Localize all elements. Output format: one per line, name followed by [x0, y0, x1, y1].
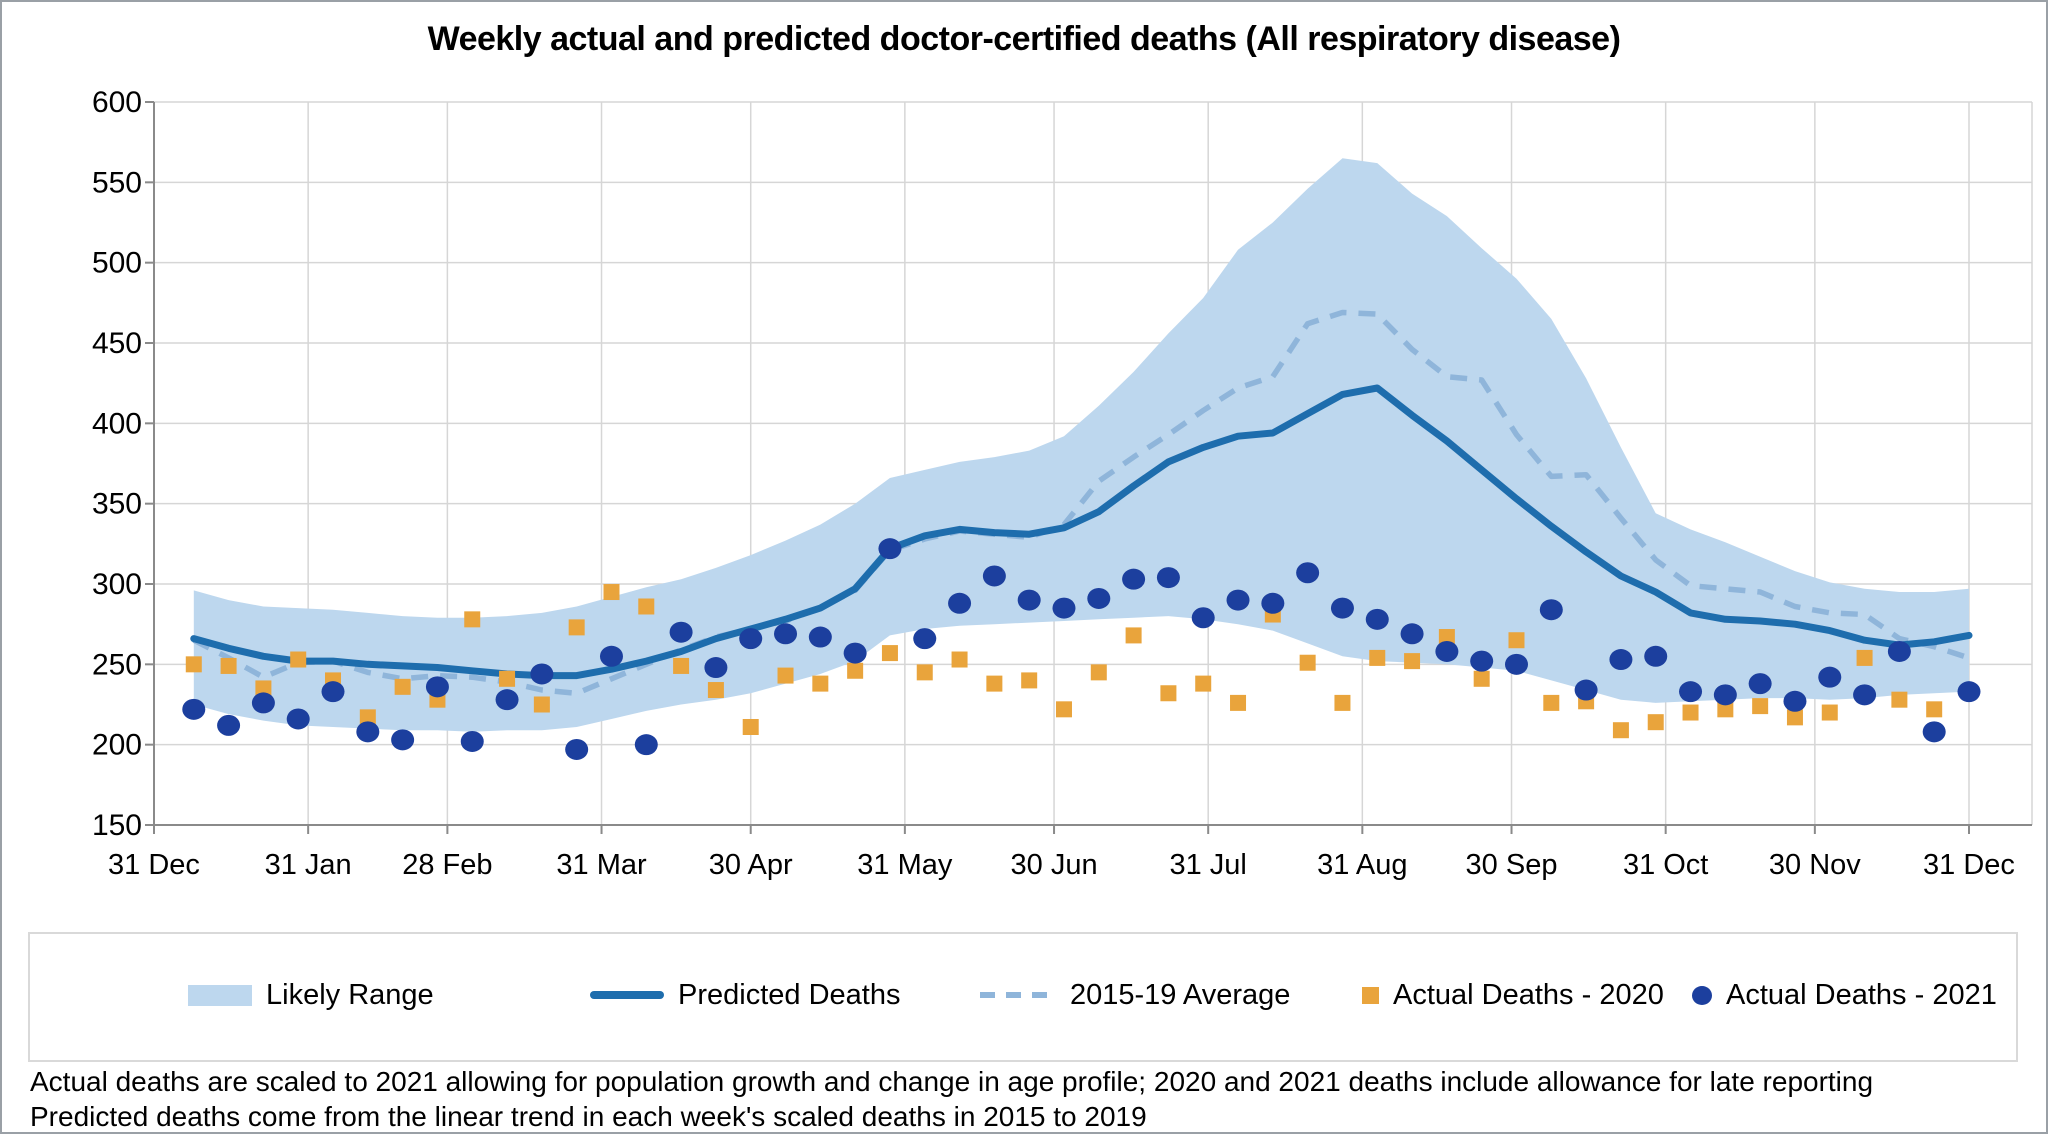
svg-text:31 Dec: 31 Dec: [108, 849, 200, 881]
circle-marker-swatch-icon: [1692, 985, 1712, 1005]
svg-text:250: 250: [92, 648, 142, 681]
legend-item-actual-2021: Actual Deaths - 2021: [1692, 934, 1997, 1056]
average-2015-19-line: [192, 309, 1970, 697]
svg-text:150: 150: [92, 809, 142, 842]
footnote-line-1: Actual deaths are scaled to 2021 allowin…: [30, 1066, 1874, 1097]
svg-text:400: 400: [92, 407, 142, 440]
svg-text:31 Oct: 31 Oct: [1623, 849, 1708, 881]
legend-label: Actual Deaths - 2021: [1726, 978, 1997, 1011]
svg-text:450: 450: [92, 327, 142, 360]
svg-text:300: 300: [92, 568, 142, 601]
svg-text:28 Feb: 28 Feb: [402, 849, 492, 881]
legend-label: Predicted Deaths: [678, 978, 901, 1011]
x-axis-labels: 31 Dec 31 Jan 28 Feb 31 Mar 30 Apr 31 May 30 J…: [108, 849, 2015, 881]
svg-text:30 Nov: 30 Nov: [1769, 849, 1861, 881]
chart-title: Weekly actual and predicted doctor-certi…: [427, 20, 1621, 58]
svg-text:31 Jul: 31 Jul: [1169, 849, 1246, 881]
footnotes: Actual deaths are scaled to 2021 allowin…: [30, 1064, 2020, 1134]
band-swatch-icon: [188, 984, 252, 1006]
svg-text:600: 600: [92, 86, 142, 119]
likely-range-band: [193, 158, 1969, 732]
dashed-line-swatch-icon: [980, 992, 1056, 998]
svg-text:30 Apr: 30 Apr: [709, 849, 793, 881]
legend-label: 2015-19 Average: [1070, 978, 1291, 1011]
svg-text:31 Jan: 31 Jan: [265, 849, 352, 881]
svg-text:31 Aug: 31 Aug: [1317, 849, 1407, 881]
legend-item-2015-19-average: 2015-19 Average: [980, 934, 1290, 1056]
svg-text:500: 500: [92, 247, 142, 280]
legend-item-likely-range: Likely Range: [188, 934, 434, 1056]
svg-text:31 Dec: 31 Dec: [1923, 849, 2015, 881]
svg-text:550: 550: [92, 166, 142, 199]
legend-label: Likely Range: [266, 978, 434, 1011]
svg-text:200: 200: [92, 729, 142, 762]
svg-text:30 Jun: 30 Jun: [1011, 849, 1098, 881]
svg-text:31 May: 31 May: [857, 849, 953, 881]
legend-item-actual-2020: Actual Deaths - 2020: [1362, 934, 1664, 1056]
legend-label: Actual Deaths - 2020: [1393, 978, 1664, 1011]
actual-2020-markers: [185, 584, 1943, 739]
predicted-deaths-line: [190, 384, 1973, 680]
chart-plot-area: 150 200 250 300 350 400 450 500 550 600 31 Dec 31 J…: [92, 86, 2033, 881]
actual-2021-markers: [182, 538, 1981, 760]
y-axis-labels: 150 200 250 300 350 400 450 500 550 600: [92, 86, 142, 842]
solid-line-swatch-icon: [590, 991, 664, 999]
square-marker-swatch-icon: [1362, 986, 1379, 1004]
footnote-line-2: Predicted deaths come from the linear tr…: [30, 1101, 1147, 1132]
svg-text:30 Sep: 30 Sep: [1466, 849, 1558, 881]
axes: [145, 101, 2032, 834]
legend-item-predicted-deaths: Predicted Deaths: [590, 934, 900, 1056]
svg-text:31 Mar: 31 Mar: [556, 849, 647, 881]
legend: Likely Range Predicted Deaths 2015-19 Av…: [28, 932, 2018, 1062]
svg-text:350: 350: [92, 488, 142, 521]
